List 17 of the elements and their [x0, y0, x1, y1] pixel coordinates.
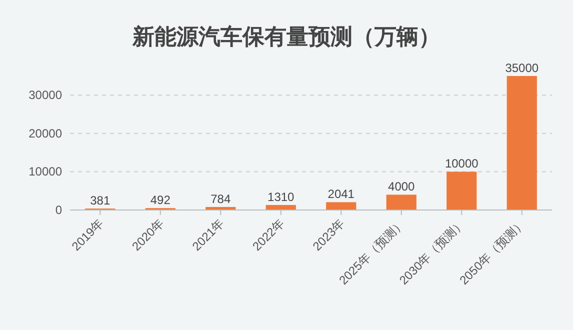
chart-title: 新能源汽车保有量预测（万辆）: [132, 24, 440, 49]
data-label: 10000: [444, 156, 479, 171]
y-tick-label: 10000: [28, 164, 62, 179]
data-label: 2041: [328, 187, 355, 202]
data-label: 1310: [268, 190, 295, 204]
data-label: 381: [90, 194, 110, 208]
data-label: 35000: [505, 61, 539, 75]
y-tick-label: 20000: [28, 126, 62, 140]
y-tick-label: 0: [55, 203, 62, 217]
data-label: 784: [210, 192, 231, 206]
bar: [506, 76, 537, 210]
data-label: 492: [150, 193, 171, 208]
bar: [446, 172, 477, 210]
y-tick-label: 30000: [28, 88, 62, 102]
bar: [386, 194, 416, 210]
data-label: 4000: [388, 180, 416, 194]
bar: [326, 202, 356, 210]
